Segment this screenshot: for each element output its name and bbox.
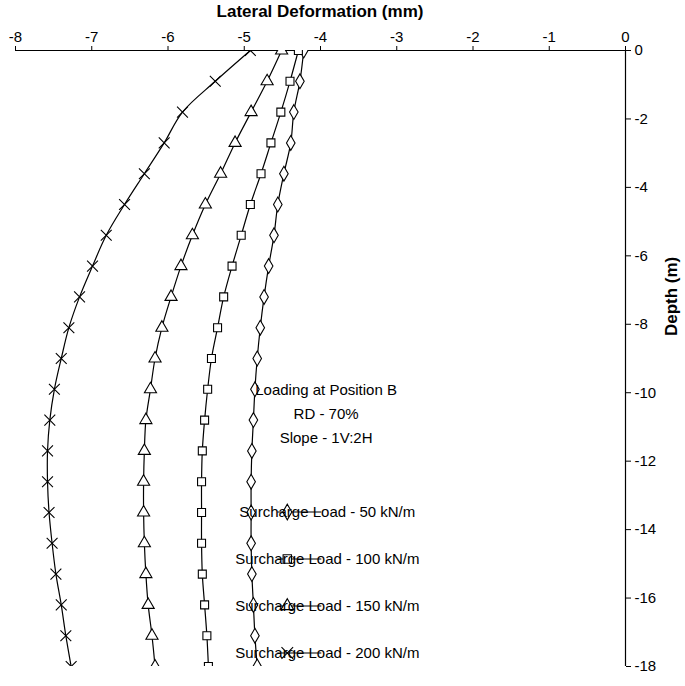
svg-text:Surcharge Load - 150 kN/m: Surcharge Load - 150 kN/m (235, 597, 419, 614)
svg-text:-10: -10 (635, 384, 657, 401)
svg-text:-4: -4 (635, 178, 648, 195)
svg-text:0: 0 (635, 41, 643, 58)
svg-text:-8: -8 (9, 28, 22, 45)
svg-text:-3: -3 (390, 28, 403, 45)
svg-text:Surcharge Load - 100 kN/m: Surcharge Load - 100 kN/m (235, 550, 419, 567)
svg-text:-6: -6 (635, 247, 648, 264)
svg-text:-7: -7 (85, 28, 98, 45)
svg-text:-1: -1 (543, 28, 556, 45)
svg-text:-18: -18 (635, 657, 657, 674)
svg-text:-8: -8 (635, 315, 648, 332)
svg-text:Loading at Position B: Loading at Position B (255, 381, 397, 398)
svg-text:-14: -14 (635, 520, 657, 537)
svg-text:-2: -2 (635, 110, 648, 127)
svg-text:Surcharge Load - 50 kN/m: Surcharge Load - 50 kN/m (239, 503, 415, 520)
svg-text:-5: -5 (238, 28, 251, 45)
svg-text:-12: -12 (635, 452, 657, 469)
svg-text:Lateral Deformation (mm): Lateral Deformation (mm) (217, 2, 424, 21)
svg-text:-2: -2 (466, 28, 479, 45)
svg-text:Depth (m): Depth (m) (662, 257, 681, 336)
svg-text:Slope - 1V:2H: Slope - 1V:2H (280, 429, 373, 446)
svg-text:0: 0 (621, 28, 629, 45)
svg-text:-6: -6 (161, 28, 174, 45)
svg-text:RD - 70%: RD - 70% (294, 405, 359, 422)
svg-text:-4: -4 (314, 28, 327, 45)
svg-text:Surcharge Load - 200 kN/m: Surcharge Load - 200 kN/m (235, 644, 419, 661)
svg-text:-16: -16 (635, 589, 657, 606)
